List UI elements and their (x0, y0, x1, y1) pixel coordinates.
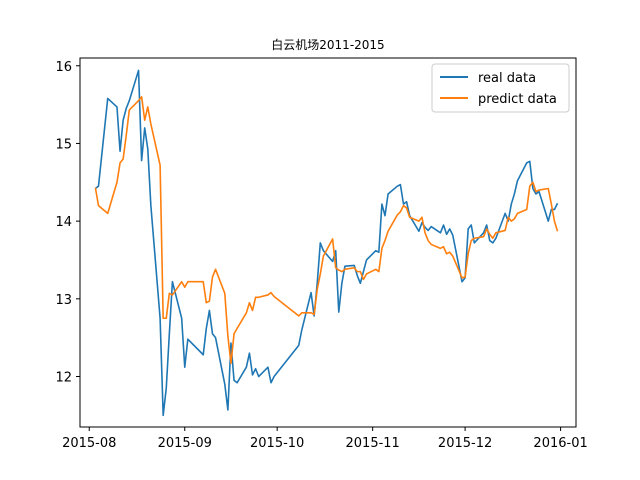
x-tick-label: 2015-08 (62, 436, 116, 451)
x-tick-label: 2015-12 (438, 436, 492, 451)
x-tick-label: 2015-09 (158, 436, 212, 451)
legend-label-predict-data: predict data (478, 92, 557, 107)
series-layer (94, 69, 559, 417)
y-tick-label: 12 (55, 371, 72, 386)
x-tick-label: 2015-10 (250, 436, 304, 451)
y-tick-label: 14 (55, 215, 72, 230)
x-tick-label: 2016-01 (533, 436, 587, 451)
plot-frame (79, 57, 577, 428)
chart-title: 白云机场2011-2015 (271, 37, 384, 52)
legend-label-real-data: real data (478, 71, 536, 86)
x-tick-label: 2015-11 (346, 436, 400, 451)
y-tick-label: 13 (55, 293, 72, 308)
legend: real data predict data (431, 63, 570, 113)
axis-ticks: 2015-08 2015-09 2015-10 2015-11 2015-12 2016-… (55, 60, 587, 451)
y-tick-label: 16 (55, 60, 72, 75)
series-line-predict-data (94, 96, 559, 365)
y-tick-label: 15 (55, 137, 72, 152)
